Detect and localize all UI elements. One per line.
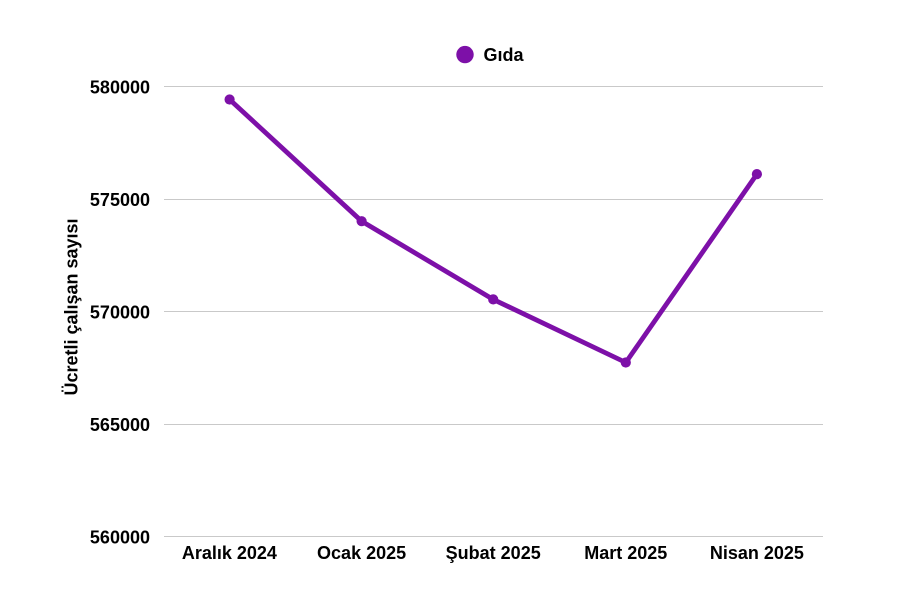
svg-text:Ücretli çalışan sayısı: Ücretli çalışan sayısı [62, 218, 82, 395]
svg-text:Mart 2025: Mart 2025 [584, 543, 667, 563]
svg-text:575000: 575000 [90, 190, 150, 210]
svg-text:570000: 570000 [90, 303, 150, 323]
svg-text:Aralık 2024: Aralık 2024 [182, 543, 277, 563]
svg-text:560000: 560000 [90, 528, 150, 548]
svg-text:Şubat 2025: Şubat 2025 [446, 543, 541, 563]
svg-text:565000: 565000 [90, 415, 150, 435]
svg-text:Nisan 2025: Nisan 2025 [710, 543, 804, 563]
svg-text:Ocak 2025: Ocak 2025 [317, 543, 406, 563]
svg-text:580000: 580000 [90, 78, 150, 98]
svg-text:Gıda: Gıda [484, 45, 525, 65]
